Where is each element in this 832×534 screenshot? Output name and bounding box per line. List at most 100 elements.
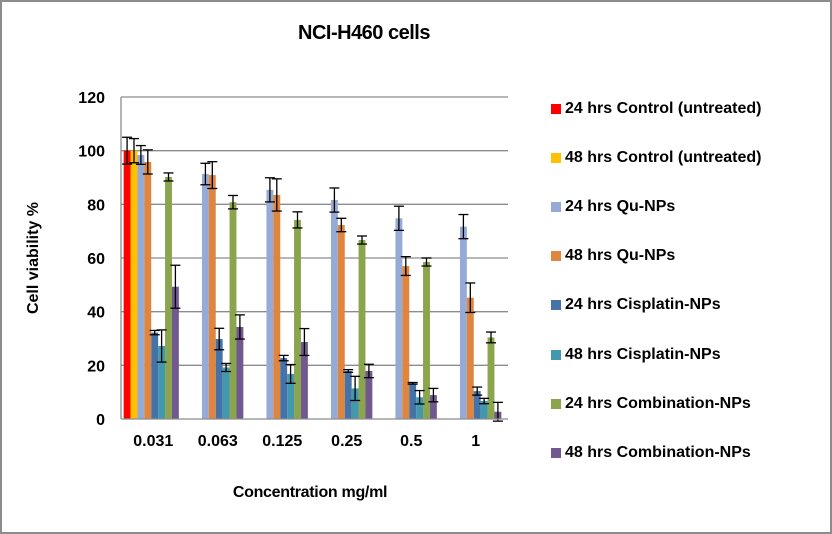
error-bar — [407, 381, 418, 385]
bar-24-hrs-combination-nps-0.125 — [294, 219, 301, 419]
error-bar — [122, 136, 133, 165]
bar-24-hrs-qu-nps-1 — [459, 226, 467, 419]
bars — [123, 150, 502, 420]
legend-swatch-icon — [551, 398, 561, 409]
bar-48-hrs-combination-nps-0.25 — [365, 370, 373, 419]
x-tick-label: 0.25 — [331, 433, 362, 450]
error-bar — [200, 162, 211, 186]
bar-24-hrs-qu-nps-0.125 — [266, 189, 274, 419]
bar-24-hrs-combination-nps-0.031 — [165, 176, 172, 419]
error-bar — [414, 389, 425, 405]
legend-label: 24 hrs Combination-NPs — [565, 394, 751, 412]
legend-item: 48 hrs Combination-NPs — [551, 428, 761, 477]
bar-24-hrs-qu-nps-0.5 — [395, 218, 403, 419]
legend-label: 24 hrs Qu-NPs — [565, 197, 676, 215]
y-tick-label: 80 — [87, 197, 105, 214]
bar-48-hrs-cisplatin-nps-0.125 — [287, 373, 295, 419]
legend-item: 24 hrs Control (untreated) — [551, 84, 761, 133]
legend-item: 48 hrs Control (untreated) — [551, 133, 761, 182]
legend-item: 24 hrs Qu-NPs — [551, 182, 761, 231]
error-bar — [428, 387, 439, 403]
error-bar — [214, 327, 225, 351]
error-bar — [458, 213, 469, 240]
error-bar — [299, 327, 310, 357]
error-bar — [135, 144, 146, 166]
bar-24-hrs-combination-nps-0.25 — [358, 240, 366, 419]
legend-item: 24 hrs Cisplatin-NPs — [551, 281, 761, 330]
bar-24-hrs-combination-nps-1 — [487, 337, 495, 419]
bar-48-hrs-combination-nps-0.031 — [171, 286, 179, 419]
legend-label: 48 hrs Control (untreated) — [565, 148, 762, 166]
axes — [120, 97, 508, 420]
error-bar — [465, 282, 476, 314]
error-bar — [329, 187, 340, 213]
x-tick-label: 0.125 — [262, 433, 302, 450]
legend-swatch-icon — [551, 201, 561, 212]
bar-24-hrs-qu-nps-0.031 — [137, 154, 145, 419]
legend-swatch-icon — [551, 447, 561, 458]
error-bar — [228, 194, 238, 210]
bar-48-hrs-cisplatin-nps-0.031 — [158, 346, 166, 419]
y-tick-label: 60 — [87, 251, 105, 268]
error-bar — [163, 172, 174, 182]
legend-item: 48 hrs Cisplatin-NPs — [551, 330, 761, 379]
bar-24-hrs-cisplatin-nps-1 — [473, 391, 481, 419]
bar-48-hrs-qu-nps-0.063 — [208, 175, 216, 419]
error-bar — [343, 368, 354, 373]
error-bar — [357, 235, 367, 245]
bar-24-hrs-cisplatin-nps-0.125 — [280, 358, 288, 419]
y-tick-labels: 0 20 40 60 80 100 120 — [78, 90, 105, 429]
error-bar — [234, 314, 245, 340]
error-bar — [142, 149, 153, 175]
bar-48-hrs-control-untreated--0.031 — [130, 150, 138, 419]
bar-24-hrs-cisplatin-nps-0.25 — [344, 370, 352, 419]
bar-24-hrs-qu-nps-0.063 — [201, 174, 209, 419]
y-tick-label: 100 — [78, 144, 105, 161]
error-bar — [393, 205, 404, 232]
x-tick-label: 0.5 — [400, 433, 422, 450]
bar-24-hrs-combination-nps-0.063 — [229, 202, 237, 419]
bar-48-hrs-combination-nps-0.063 — [236, 326, 244, 419]
error-bar — [264, 177, 275, 203]
bar-24-hrs-cisplatin-nps-0.5 — [409, 383, 417, 419]
legend: 24 hrs Control (untreated) 48 hrs Control… — [551, 84, 761, 478]
error-bar — [492, 401, 503, 422]
error-bar — [472, 386, 483, 396]
bar-24-hrs-control-untreated--0.031 — [123, 150, 131, 419]
error-bar — [207, 161, 218, 190]
bar-24-hrs-cisplatin-nps-0.031 — [151, 332, 159, 419]
legend-label: 48 hrs Combination-NPs — [565, 443, 751, 461]
legend-swatch-icon — [551, 103, 561, 114]
y-tick-label: 120 — [78, 90, 105, 107]
y-tick-label: 40 — [87, 305, 105, 322]
bar-48-hrs-qu-nps-0.5 — [402, 266, 410, 419]
bar-48-hrs-cisplatin-nps-1 — [480, 401, 488, 419]
y-tick-label: 0 — [96, 412, 105, 429]
gridlines — [121, 96, 508, 366]
bar-24-hrs-cisplatin-nps-0.063 — [215, 339, 223, 419]
legend-item: 48 hrs Qu-NPs — [551, 232, 761, 281]
error-bar — [129, 137, 139, 164]
x-tick-label: 0.063 — [198, 433, 238, 450]
error-bar — [363, 363, 374, 379]
x-axis-label: Concentration mg/ml — [232, 484, 388, 501]
bar-24-hrs-qu-nps-0.25 — [330, 200, 338, 419]
bar-48-hrs-qu-nps-0.25 — [337, 224, 345, 419]
error-bar — [486, 331, 496, 344]
error-bar — [350, 375, 361, 402]
bar-48-hrs-combination-nps-0.125 — [300, 341, 308, 419]
error-bar — [170, 264, 181, 309]
error-bar — [421, 257, 432, 267]
error-bars — [122, 136, 503, 422]
x-tick-labels: 0.031 0.063 0.125 0.25 0.5 1 — [133, 433, 480, 450]
bar-48-hrs-cisplatin-nps-0.5 — [416, 397, 424, 419]
bar-48-hrs-qu-nps-0.031 — [144, 161, 152, 420]
x-tick-label: 0.031 — [133, 433, 173, 450]
legend-swatch-icon — [551, 349, 561, 360]
legend-swatch-icon — [551, 152, 561, 163]
legend-item: 24 hrs Combination-NPs — [551, 379, 761, 428]
error-bar — [221, 362, 232, 373]
error-bar — [400, 256, 411, 277]
error-bar — [156, 329, 167, 363]
